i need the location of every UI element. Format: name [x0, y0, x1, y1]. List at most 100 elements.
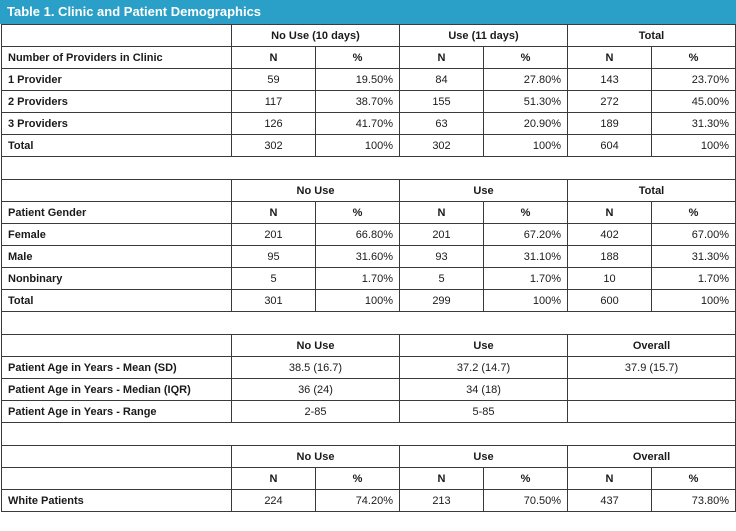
value-cell: 2-85 — [231, 400, 400, 423]
race-subheader-row: N % N % N % — [1, 467, 736, 490]
row-label: Male — [1, 245, 232, 268]
column-group-header: Use — [398, 445, 569, 468]
table-row: Patient Age in Years - Median (IQR) 36 (… — [1, 378, 736, 401]
percent-cell: 41.70% — [315, 112, 400, 135]
column-group-header: Use (11 days) — [398, 24, 569, 47]
percent-cell: 51.30% — [482, 90, 569, 113]
table-row: 3 Providers 126 41.70% 63 20.90% 189 31.… — [1, 112, 736, 135]
table-row: Nonbinary 5 1.70% 5 1.70% 10 1.70% — [1, 267, 736, 290]
count-cell: 59 — [231, 68, 316, 91]
percent-cell: 38.70% — [315, 90, 400, 113]
percent-cell: 31.60% — [315, 245, 400, 268]
count-cell: 117 — [231, 90, 316, 113]
count-cell: 84 — [399, 68, 484, 91]
value-cell — [567, 378, 736, 401]
percent-cell: 100% — [651, 134, 736, 157]
empty-cell — [1, 334, 232, 357]
percent-cell: 73.80% — [651, 489, 736, 512]
percent-header: % — [315, 46, 400, 69]
section-label: Number of Providers in Clinic — [1, 46, 232, 69]
percent-header: % — [651, 201, 736, 224]
n-header: N — [231, 467, 316, 490]
empty-cell — [1, 467, 232, 490]
value-cell — [567, 400, 736, 423]
row-label: Female — [1, 223, 232, 246]
spacer-cell — [0, 156, 736, 180]
n-header: N — [567, 201, 653, 224]
column-group-header: Use — [398, 179, 569, 202]
count-cell: 93 — [399, 245, 484, 268]
gender-group-header-row: No Use Use Total — [1, 179, 736, 202]
count-cell: 224 — [231, 489, 316, 512]
percent-cell: 20.90% — [482, 112, 569, 135]
table-row: 1 Provider 59 19.50% 84 27.80% 143 23.70… — [1, 68, 736, 91]
row-label: Patient Age in Years - Median (IQR) — [1, 378, 232, 401]
count-cell: 95 — [231, 245, 316, 268]
percent-cell: 45.00% — [651, 90, 736, 113]
table-row: Patient Age in Years - Mean (SD) 38.5 (1… — [1, 356, 736, 379]
percent-header: % — [315, 201, 400, 224]
count-cell: 301 — [231, 289, 316, 312]
column-group-header: No Use — [231, 334, 400, 357]
percent-cell: 19.50% — [315, 68, 400, 91]
n-header: N — [399, 467, 484, 490]
gender-subheader-row: Patient Gender N % N % N % — [1, 201, 736, 224]
spacer-cell — [0, 311, 736, 335]
percent-cell: 100% — [315, 134, 400, 157]
percent-cell: 100% — [482, 134, 569, 157]
table-row: Patient Age in Years - Range 2-85 5-85 — [1, 400, 736, 423]
percent-cell: 66.80% — [315, 223, 400, 246]
empty-cell — [1, 445, 232, 468]
column-group-header: No Use (10 days) — [231, 24, 400, 47]
n-header: N — [399, 201, 484, 224]
value-cell: 37.9 (15.7) — [567, 356, 736, 379]
percent-header: % — [651, 46, 736, 69]
percent-cell: 100% — [651, 289, 736, 312]
value-cell: 37.2 (14.7) — [398, 356, 569, 379]
percent-cell: 1.70% — [315, 267, 400, 290]
section-spacer-row — [0, 311, 736, 335]
percent-cell: 23.70% — [651, 68, 736, 91]
column-group-header: No Use — [231, 179, 400, 202]
empty-cell — [1, 179, 232, 202]
table-row: White Patients 224 74.20% 213 70.50% 437… — [1, 489, 736, 512]
count-cell: 63 — [399, 112, 484, 135]
column-group-header: No Use — [231, 445, 400, 468]
count-cell: 201 — [231, 223, 316, 246]
count-cell: 272 — [567, 90, 653, 113]
count-cell: 213 — [399, 489, 484, 512]
section-label: Patient Gender — [1, 201, 232, 224]
percent-cell: 100% — [315, 289, 400, 312]
count-cell: 5 — [399, 267, 484, 290]
value-cell: 38.5 (16.7) — [231, 356, 400, 379]
count-cell: 201 — [399, 223, 484, 246]
percent-header: % — [482, 46, 569, 69]
n-header: N — [567, 467, 653, 490]
row-label: Patient Age in Years - Range — [1, 400, 232, 423]
count-cell: 10 — [567, 267, 653, 290]
providers-group-header-row: No Use (10 days) Use (11 days) Total — [1, 24, 736, 47]
row-label: Nonbinary — [1, 267, 232, 290]
percent-cell: 100% — [482, 289, 569, 312]
count-cell: 143 — [567, 68, 653, 91]
section-spacer-row — [0, 156, 736, 180]
percent-header: % — [315, 467, 400, 490]
percent-cell: 70.50% — [482, 489, 569, 512]
count-cell: 126 — [231, 112, 316, 135]
count-cell: 302 — [231, 134, 316, 157]
count-cell: 402 — [567, 223, 653, 246]
n-header: N — [399, 46, 484, 69]
row-label: 1 Provider — [1, 68, 232, 91]
column-group-header: Use — [398, 334, 569, 357]
count-cell: 302 — [399, 134, 484, 157]
table-row: Female 201 66.80% 201 67.20% 402 67.00% — [1, 223, 736, 246]
row-label: White Patients — [1, 489, 232, 512]
table-row: Male 95 31.60% 93 31.10% 188 31.30% — [1, 245, 736, 268]
demographics-table: No Use (10 days) Use (11 days) Total Num… — [0, 24, 736, 512]
empty-cell — [1, 24, 232, 47]
table-row: Total 301 100% 299 100% 600 100% — [1, 289, 736, 312]
percent-cell: 67.00% — [651, 223, 736, 246]
percent-cell: 1.70% — [651, 267, 736, 290]
percent-header: % — [651, 467, 736, 490]
